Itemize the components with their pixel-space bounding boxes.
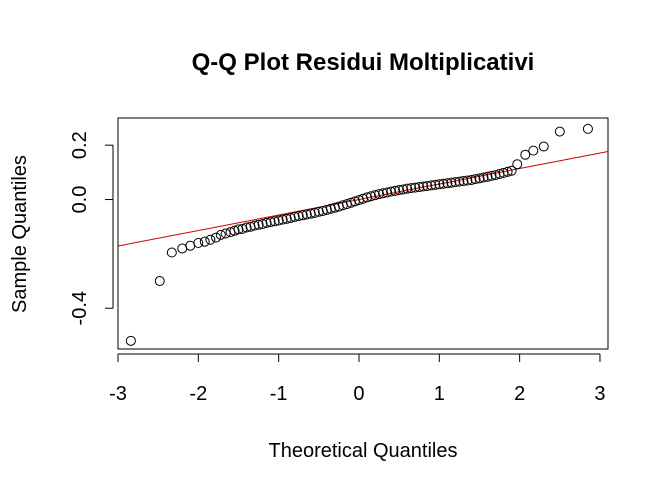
data-point xyxy=(554,126,565,137)
data-point xyxy=(193,238,204,249)
data-point xyxy=(362,192,373,203)
data-point xyxy=(458,176,469,187)
y-tick-label: -0.4 xyxy=(69,291,91,325)
data-point xyxy=(402,183,413,194)
data-point xyxy=(281,213,292,224)
data-point xyxy=(249,220,260,231)
data-point xyxy=(430,179,441,190)
data-point xyxy=(257,218,268,229)
data-point xyxy=(474,173,485,184)
y-tick-label: 0.2 xyxy=(69,131,91,159)
data-point xyxy=(378,188,389,199)
data-point xyxy=(506,165,517,176)
data-point xyxy=(394,185,405,196)
data-point xyxy=(482,171,493,182)
data-point xyxy=(490,170,501,181)
data-point xyxy=(512,159,523,170)
data-point xyxy=(285,213,296,224)
data-point xyxy=(237,223,248,234)
data-point xyxy=(253,219,264,230)
data-point xyxy=(317,205,328,216)
data-point xyxy=(434,179,445,190)
data-point xyxy=(418,181,429,192)
data-point xyxy=(450,177,461,188)
data-point xyxy=(211,232,221,243)
data-point xyxy=(528,145,539,156)
data-point xyxy=(199,236,210,247)
data-point xyxy=(305,208,316,219)
data-point xyxy=(374,189,385,200)
data-point xyxy=(410,182,421,193)
x-tick-label: 1 xyxy=(434,383,445,405)
data-point xyxy=(261,217,272,228)
data-point xyxy=(313,206,324,217)
x-tick-label: 0 xyxy=(353,383,364,405)
data-point xyxy=(215,229,226,240)
data-point xyxy=(478,172,489,183)
data-point xyxy=(462,175,473,186)
data-point xyxy=(277,214,288,225)
x-tick-label: 3 xyxy=(594,383,605,405)
data-point xyxy=(582,123,593,134)
data-point xyxy=(386,186,397,197)
x-tick-label: -3 xyxy=(109,383,127,405)
data-point xyxy=(470,174,481,185)
data-point xyxy=(390,185,401,196)
data-point xyxy=(297,210,308,221)
y-tick-label: 0.0 xyxy=(69,186,91,214)
data-point xyxy=(289,211,300,222)
data-point xyxy=(494,168,505,179)
x-tick-label: 2 xyxy=(514,383,525,405)
data-point xyxy=(301,209,312,220)
y-axis-label: Sample Quantiles xyxy=(9,155,31,313)
y-axis: -0.4 0.0 0.2 xyxy=(69,131,114,325)
data-point xyxy=(205,234,216,245)
data-point xyxy=(498,167,509,178)
data-point xyxy=(245,221,256,232)
data-point xyxy=(293,211,304,222)
data-point xyxy=(442,178,453,189)
x-tick-label: -2 xyxy=(189,383,207,405)
data-point xyxy=(382,187,393,198)
data-point xyxy=(325,203,336,214)
data-point xyxy=(125,335,136,346)
data-point xyxy=(269,216,280,227)
data-point xyxy=(446,177,457,188)
data-point xyxy=(309,207,320,218)
data-point xyxy=(502,166,513,177)
data-point xyxy=(265,217,276,228)
data-point xyxy=(366,191,377,202)
data-point xyxy=(370,190,381,201)
data-point xyxy=(466,174,477,185)
data-point xyxy=(321,204,332,215)
data-point xyxy=(406,183,417,194)
data-point xyxy=(229,225,240,236)
x-axis: -3 -2 -1 0 1 2 3 xyxy=(109,353,606,405)
data-point xyxy=(166,247,177,258)
points-layer xyxy=(125,123,593,346)
data-point xyxy=(438,178,449,189)
plot-frame xyxy=(117,117,609,350)
x-axis-label: Theoretical Quantiles xyxy=(269,440,458,462)
x-tick-label: -1 xyxy=(270,383,288,405)
data-point xyxy=(538,141,549,152)
data-point xyxy=(414,182,425,193)
chart-title: Q-Q Plot Residui Moltiplicativi xyxy=(192,49,535,76)
data-point xyxy=(273,215,284,226)
data-point xyxy=(233,224,244,235)
data-point xyxy=(220,228,231,239)
data-point xyxy=(154,276,165,287)
data-point xyxy=(422,180,433,191)
data-point xyxy=(426,180,437,191)
data-point xyxy=(454,176,465,187)
data-point xyxy=(486,170,497,181)
data-point xyxy=(241,222,252,233)
data-point xyxy=(520,149,531,160)
data-point xyxy=(398,184,409,195)
